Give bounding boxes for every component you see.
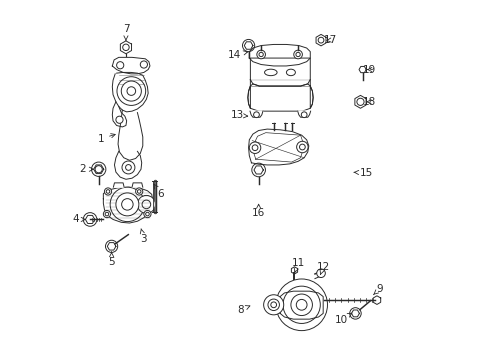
Polygon shape [245,42,253,49]
Polygon shape [85,215,95,224]
Polygon shape [94,165,104,174]
Polygon shape [248,129,309,165]
Ellipse shape [265,69,277,76]
Circle shape [294,50,302,59]
Polygon shape [107,243,116,250]
Text: 19: 19 [363,64,376,75]
Circle shape [317,269,325,278]
Circle shape [104,188,112,195]
Text: 16: 16 [252,204,265,218]
Polygon shape [132,183,143,187]
Circle shape [92,162,106,176]
Text: 11: 11 [292,258,305,273]
Polygon shape [316,35,326,46]
Polygon shape [121,41,131,54]
Polygon shape [298,111,311,117]
Circle shape [117,62,124,69]
Polygon shape [280,291,323,319]
Polygon shape [115,151,142,179]
Polygon shape [112,72,148,112]
Text: 4: 4 [73,215,85,224]
Text: 10: 10 [335,313,352,325]
Text: 15: 15 [354,168,373,178]
Polygon shape [310,80,313,108]
Circle shape [283,286,320,323]
Circle shape [137,195,155,213]
Circle shape [257,50,266,59]
Polygon shape [248,84,313,111]
Circle shape [116,116,123,123]
Polygon shape [351,310,359,317]
Text: 7: 7 [122,24,129,40]
Circle shape [301,112,307,118]
Text: 9: 9 [373,284,383,295]
Polygon shape [359,67,366,73]
Polygon shape [373,296,381,305]
Circle shape [105,240,118,252]
Text: 6: 6 [154,184,164,199]
Circle shape [122,81,141,101]
Circle shape [268,299,279,311]
Polygon shape [112,57,150,74]
Circle shape [276,279,327,330]
Polygon shape [248,80,250,108]
Circle shape [117,77,146,105]
Circle shape [83,213,97,226]
Circle shape [122,161,135,174]
Polygon shape [355,95,366,108]
Circle shape [103,211,111,218]
Text: 8: 8 [237,305,250,315]
Polygon shape [250,58,310,86]
Ellipse shape [287,69,295,76]
Polygon shape [292,267,297,274]
Text: 13: 13 [231,111,248,121]
Polygon shape [113,183,124,187]
Polygon shape [118,110,143,160]
Text: 3: 3 [140,229,147,244]
Text: 18: 18 [363,97,376,107]
Polygon shape [254,166,263,174]
Circle shape [296,141,308,153]
Polygon shape [112,102,126,127]
Polygon shape [103,187,152,223]
Polygon shape [249,44,310,66]
Text: 12: 12 [317,262,330,275]
Polygon shape [250,111,263,117]
Circle shape [144,211,151,218]
Circle shape [350,308,361,319]
Text: 5: 5 [108,252,115,267]
Text: 17: 17 [324,35,337,45]
Circle shape [254,112,259,118]
Circle shape [252,163,266,177]
Circle shape [110,187,145,222]
Text: 1: 1 [98,134,115,144]
Circle shape [136,188,143,195]
Circle shape [140,61,147,68]
Circle shape [264,295,284,315]
Text: 2: 2 [79,164,94,174]
Text: 14: 14 [228,50,247,60]
Circle shape [291,294,313,316]
Circle shape [243,40,255,51]
Circle shape [249,142,261,153]
Circle shape [116,193,139,216]
